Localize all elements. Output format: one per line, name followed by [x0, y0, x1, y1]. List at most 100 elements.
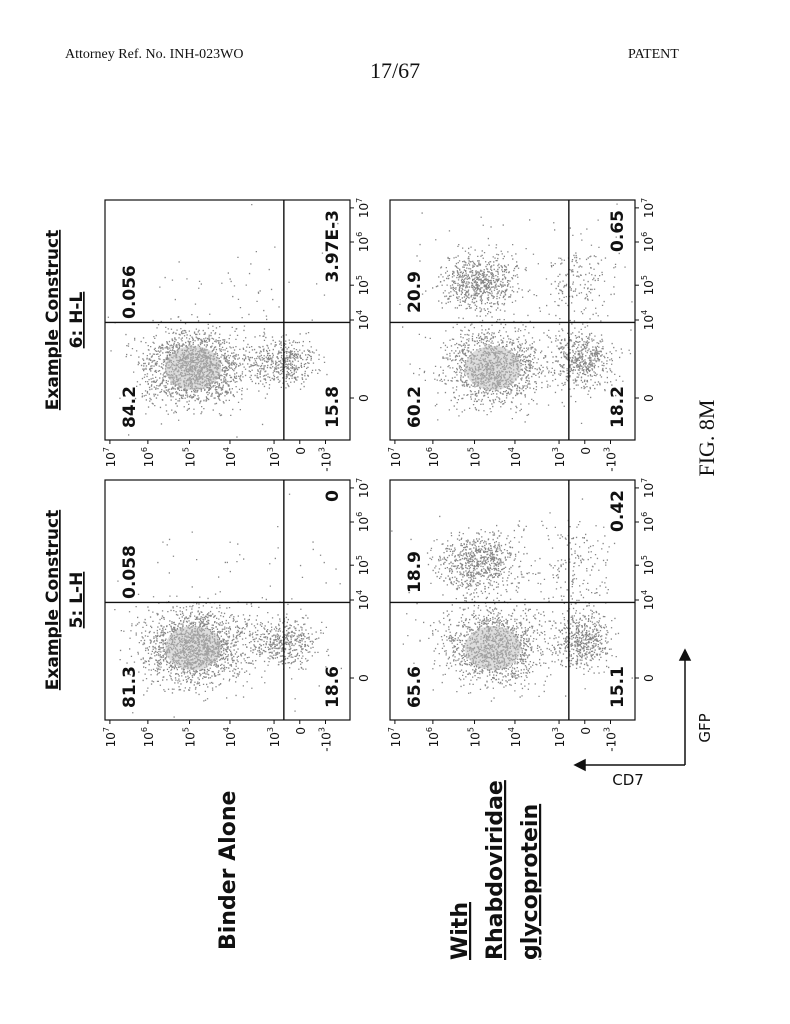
tick-exp: 3 — [318, 447, 327, 452]
tick-label: 104 — [640, 590, 656, 610]
tick-base: 10 — [357, 560, 371, 575]
tick-label: 106 — [640, 232, 656, 252]
tick-label: 104 — [222, 727, 238, 747]
tick-exp: 5 — [182, 447, 191, 452]
tick-base: 0 — [579, 447, 593, 455]
tick-base: -10 — [320, 452, 334, 472]
tick-base: 10 — [224, 452, 238, 467]
tick-label: -103 — [603, 727, 619, 752]
tick-label: 104 — [355, 310, 371, 330]
tick-label: 106 — [640, 512, 656, 532]
tick-base: 10 — [184, 732, 198, 747]
patent-label: PATENT — [628, 47, 679, 62]
tick-exp: 4 — [355, 590, 364, 595]
tick-exp: 5 — [467, 447, 476, 452]
tick-label: 103 — [266, 727, 282, 747]
quadrant-value: 18.2 — [608, 386, 628, 428]
tick-label: 106 — [425, 447, 441, 467]
tick-base: 0 — [579, 727, 593, 735]
tick-label: 105 — [182, 727, 198, 747]
tick-exp: 3 — [266, 447, 275, 452]
quadrant-value: 0 — [323, 490, 343, 502]
quadrant-value: 20.9 — [405, 271, 425, 313]
tick-base: 10 — [142, 732, 156, 747]
tick-exp: 4 — [222, 447, 231, 452]
tick-base: 10 — [389, 452, 403, 467]
figure-caption: FIG. 8M — [694, 399, 719, 476]
tick-label: 107 — [355, 478, 371, 498]
tick-label: 0 — [642, 394, 656, 402]
tick-base: -10 — [320, 732, 334, 752]
tick-label: 105 — [640, 275, 656, 295]
tick-exp: 6 — [640, 512, 649, 517]
tick-exp: 6 — [355, 232, 364, 237]
tick-label: 105 — [182, 447, 198, 467]
tick-exp: 5 — [640, 275, 649, 280]
tick-label: 105 — [640, 555, 656, 575]
tick-base: 10 — [642, 560, 656, 575]
tick-label: 106 — [425, 727, 441, 747]
tick-base: -10 — [605, 452, 619, 472]
tick-base: 10 — [357, 280, 371, 295]
tick-exp: 3 — [318, 727, 327, 732]
quadrant-value: 65.6 — [405, 666, 425, 708]
tick-base: 10 — [104, 732, 118, 747]
row-label: With — [448, 902, 473, 960]
tick-base: 10 — [553, 452, 567, 467]
tick-exp: 4 — [507, 727, 516, 732]
density-core — [165, 626, 222, 670]
tick-exp: 5 — [355, 555, 364, 560]
quadrant-value: 0.42 — [608, 490, 628, 532]
density-core — [464, 626, 521, 670]
attorney-ref: Attorney Ref. No. INH-023WO — [65, 47, 244, 62]
tick-exp: 5 — [182, 727, 191, 732]
quadrant-value: 60.2 — [405, 386, 425, 428]
tick-exp: 3 — [266, 727, 275, 732]
cell-events — [114, 493, 342, 718]
tick-label: 106 — [140, 727, 156, 747]
plot-frame — [104, 479, 351, 721]
tick-exp: 4 — [222, 727, 231, 732]
tick-exp: 6 — [355, 512, 364, 517]
tick-exp: 7 — [102, 447, 111, 452]
tick-base: 10 — [642, 203, 656, 218]
tick-base: 10 — [357, 315, 371, 330]
tick-base: 0 — [357, 674, 371, 682]
tick-label: 0 — [579, 447, 593, 455]
tick-base: 10 — [427, 732, 441, 747]
plot-frame — [389, 479, 636, 721]
tick-base: 10 — [509, 452, 523, 467]
tick-exp: 7 — [387, 727, 396, 732]
tick-base: 10 — [224, 732, 238, 747]
tick-label: 0 — [357, 674, 371, 682]
arrowhead — [573, 758, 586, 772]
tick-exp: 6 — [140, 727, 149, 732]
tick-label: 104 — [507, 727, 523, 747]
tick-label: 107 — [640, 198, 656, 218]
tick-exp: 3 — [603, 727, 612, 732]
tick-base: 10 — [357, 595, 371, 610]
density-core — [165, 346, 222, 390]
tick-label: 0 — [294, 447, 308, 455]
tick-label: 0 — [642, 674, 656, 682]
tick-label: 104 — [507, 447, 523, 467]
tick-label: 107 — [102, 447, 118, 467]
tick-exp: 5 — [355, 275, 364, 280]
tick-exp: 4 — [507, 447, 516, 452]
column-title: 6: H-L — [67, 292, 87, 349]
arrowhead — [678, 648, 692, 661]
tick-base: 10 — [642, 595, 656, 610]
tick-exp: 4 — [355, 310, 364, 315]
quadrant-value: 18.9 — [405, 551, 425, 593]
tick-label: 107 — [387, 447, 403, 467]
column-title: 5: L-H — [67, 572, 87, 629]
tick-base: 10 — [389, 732, 403, 747]
tick-base: 10 — [642, 517, 656, 532]
tick-exp: 5 — [640, 555, 649, 560]
tick-label: 107 — [355, 198, 371, 218]
cell-events — [107, 204, 339, 438]
tick-exp: 6 — [140, 447, 149, 452]
